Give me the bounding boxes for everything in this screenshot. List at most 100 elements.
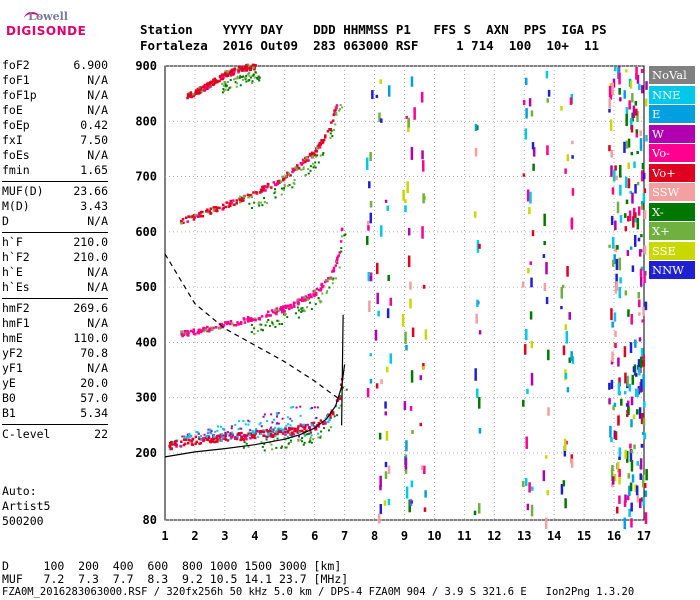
- legend-item-nnw: NNW: [649, 261, 695, 279]
- echo-point: [214, 430, 217, 433]
- echo-point: [190, 440, 194, 443]
- echo-point: [275, 423, 278, 426]
- auto-program: Artist5: [2, 499, 51, 513]
- echo-point: [303, 433, 306, 436]
- noise-point: [643, 210, 647, 220]
- echo-point: [196, 431, 199, 434]
- echo-point: [224, 85, 227, 88]
- echo-point: [219, 77, 223, 81]
- noise-point: [614, 66, 617, 72]
- echo-point: [311, 406, 314, 409]
- noise-point: [627, 406, 630, 416]
- x-tick-label: 12: [487, 529, 501, 543]
- noise-point: [634, 217, 638, 223]
- echo-point: [224, 72, 227, 75]
- echo-point: [273, 439, 276, 442]
- echo-point: [242, 419, 245, 422]
- echo-point: [300, 311, 303, 314]
- noise-point: [532, 147, 536, 157]
- noise-point: [615, 273, 618, 287]
- noise-point: [620, 398, 623, 406]
- noise-point: [625, 107, 629, 118]
- noise-point: [609, 425, 612, 438]
- echo-point: [215, 436, 218, 439]
- echo-point: [292, 167, 295, 171]
- echo-point: [314, 427, 317, 430]
- noise-point: [640, 68, 644, 74]
- echo-point: [308, 432, 311, 435]
- echo-point: [197, 89, 200, 93]
- legend-item-nne: NNE: [649, 85, 695, 104]
- echo-point: [295, 165, 299, 169]
- echo-point: [274, 308, 277, 312]
- echo-point: [229, 86, 232, 89]
- echo-point: [192, 214, 196, 218]
- noise-point: [615, 258, 619, 271]
- echo-point: [310, 441, 313, 444]
- echo-point: [319, 287, 323, 290]
- noise-point: [525, 108, 528, 119]
- echo-point: [263, 201, 266, 204]
- param-row: fxI 7.50: [2, 133, 108, 148]
- echo-point: [278, 179, 281, 183]
- echo-point: [207, 436, 211, 440]
- noise-point: [571, 356, 575, 364]
- echo-point: [296, 426, 300, 430]
- noise-point: [528, 98, 532, 107]
- echo-point: [194, 442, 197, 446]
- x-tick-label: 7: [341, 529, 348, 543]
- echo-point: [197, 435, 201, 439]
- noise-point: [617, 415, 620, 426]
- noise-point: [379, 79, 382, 84]
- echo-point: [228, 202, 231, 205]
- param-key: fmin: [2, 163, 30, 177]
- param-row: h`E N/A: [2, 265, 108, 280]
- echo-point: [301, 437, 304, 440]
- echo-point: [315, 155, 318, 158]
- echo-point: [186, 433, 189, 436]
- noise-point: [366, 388, 370, 398]
- echo-point: [295, 430, 298, 433]
- echo-point: [235, 202, 238, 205]
- noise-point: [374, 329, 378, 341]
- echo-point: [189, 91, 193, 94]
- echo-point: [323, 421, 327, 424]
- echo-point: [294, 166, 297, 169]
- echo-point: [225, 322, 229, 326]
- param-value: 0.42: [80, 118, 108, 132]
- echo-point: [301, 158, 305, 162]
- echo-point: [208, 435, 211, 438]
- echo-point: [242, 67, 246, 71]
- echo-point: [219, 75, 222, 78]
- echo-point: [259, 188, 263, 192]
- noise-point: [544, 517, 548, 529]
- echo-point: [252, 73, 255, 76]
- param-key: D: [2, 214, 9, 228]
- noise-point: [634, 339, 637, 348]
- echo-point: [317, 425, 320, 428]
- param-key: B1: [2, 406, 16, 420]
- echo-point: [285, 424, 288, 427]
- noise-point: [639, 130, 642, 137]
- noise-point: [473, 510, 477, 516]
- echo-point: [241, 76, 244, 79]
- echo-point: [241, 437, 244, 441]
- autoscaling-info: Auto: Artist5 500200: [2, 484, 50, 529]
- echo-point: [291, 186, 294, 189]
- noise-point: [638, 312, 641, 316]
- echo-point: [281, 428, 284, 431]
- echo-point: [248, 71, 251, 74]
- noise-point: [531, 142, 535, 150]
- echo-point: [191, 443, 194, 446]
- echo-point: [293, 179, 296, 182]
- echo-point: [274, 435, 277, 438]
- noise-point: [638, 337, 642, 342]
- echo-point: [341, 106, 344, 109]
- noise-point: [611, 476, 615, 485]
- echo-point: [198, 91, 202, 95]
- param-key: h`E: [2, 265, 23, 279]
- noise-point: [642, 374, 645, 388]
- echo-point: [300, 168, 303, 171]
- echo-point: [191, 215, 194, 218]
- noise-point: [526, 388, 529, 395]
